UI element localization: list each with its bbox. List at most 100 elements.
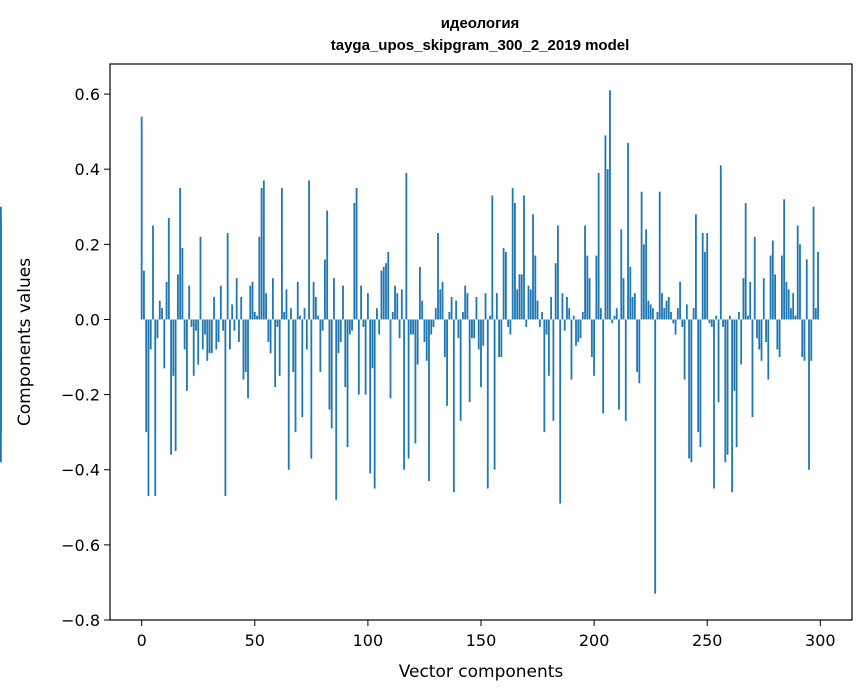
bar-117	[405, 172, 408, 320]
bar-244	[692, 308, 695, 320]
bars-group	[0, 90, 819, 594]
bar-215	[627, 142, 629, 320]
bar-265	[740, 319, 743, 365]
bar-259	[726, 319, 729, 455]
bar-93	[351, 319, 353, 331]
bar-149	[477, 319, 480, 350]
bar-240	[683, 319, 686, 380]
bar-260	[728, 315, 731, 320]
bar-125	[423, 319, 426, 342]
bar-145	[468, 319, 471, 403]
bar-267	[744, 203, 747, 320]
bar-201	[595, 255, 598, 320]
bar-190	[570, 319, 573, 380]
bar-84	[330, 319, 333, 429]
bar-262	[733, 319, 736, 391]
bar-196	[584, 225, 586, 320]
bar-9	[161, 308, 163, 320]
bar-11	[165, 281, 168, 320]
bar-208	[611, 319, 614, 324]
bar-25	[197, 319, 200, 365]
bar-179	[545, 319, 548, 335]
bar-23	[192, 319, 195, 376]
bar-24	[195, 319, 197, 331]
bar-233	[667, 296, 670, 320]
bar-279	[771, 240, 774, 320]
bar-229	[658, 191, 661, 320]
bar-138	[452, 319, 455, 493]
bar-14	[172, 319, 175, 376]
bar-150	[480, 319, 482, 388]
bar-111	[391, 311, 394, 320]
y-tick-label: −0.4	[61, 461, 100, 480]
bar-131	[437, 233, 439, 320]
y-tick-label: −0.2	[61, 386, 100, 405]
bar-282	[778, 319, 781, 358]
bar-87	[337, 319, 340, 354]
bar-184	[557, 225, 559, 320]
bar-292	[801, 319, 804, 358]
bar-97	[360, 285, 363, 320]
bar-241	[685, 304, 688, 320]
bar-220	[638, 319, 641, 384]
bar-114	[398, 319, 401, 339]
bar-65	[287, 319, 290, 470]
bar-135	[446, 319, 448, 406]
bar-46	[244, 319, 247, 373]
bar-44	[240, 296, 243, 320]
bar-127	[428, 319, 430, 481]
bar-154	[489, 315, 491, 320]
bar-48	[249, 285, 252, 320]
bar-105	[378, 319, 381, 335]
y-ticks: −0.8 −0.6 −0.4 −0.2 0.0 0.2 0.4 0.6	[61, 85, 110, 630]
bar-27	[201, 319, 204, 350]
bar-200	[593, 319, 596, 376]
bar-123	[419, 266, 421, 320]
y-tick-label: −0.6	[61, 536, 100, 555]
chart-title-line2: tayga_upos_skipgram_300_2_2019 model	[331, 37, 630, 54]
bar-146	[471, 319, 473, 339]
bar-234	[670, 311, 672, 320]
bar-120	[412, 319, 415, 335]
bar-undefined	[0, 319, 2, 433]
bar-18	[181, 248, 184, 320]
bar-281	[776, 319, 779, 350]
bar-22	[190, 319, 193, 327]
bar-126	[425, 319, 428, 361]
bar-209	[613, 315, 616, 320]
bar-156	[493, 319, 496, 470]
bar-86	[335, 319, 338, 500]
bar-191	[572, 315, 575, 320]
y-tick-label: 0.0	[75, 310, 100, 329]
bar-undefined	[0, 319, 2, 358]
bar-113	[396, 293, 399, 320]
bar-166	[516, 289, 519, 320]
bar-290	[796, 225, 799, 320]
bar-299	[817, 251, 819, 320]
bar-212	[620, 229, 623, 320]
bar-242	[688, 319, 691, 459]
bar-66	[290, 308, 292, 320]
bar-47	[247, 319, 249, 399]
bar-103	[373, 319, 376, 489]
bar-223	[645, 229, 648, 320]
bar-39	[228, 319, 231, 350]
bar-13	[170, 319, 172, 455]
bar-45	[242, 319, 245, 380]
bar-56	[267, 319, 270, 342]
bar-6	[154, 319, 157, 497]
bar-32	[213, 296, 215, 320]
bar-268	[747, 315, 749, 320]
bar-266	[742, 278, 745, 320]
bar-219	[636, 319, 638, 373]
bar-3	[147, 319, 150, 497]
bar-286	[787, 289, 790, 320]
bar-15	[174, 319, 177, 451]
bar-271	[753, 236, 756, 320]
bar-157	[495, 293, 498, 320]
x-tick-label: 150	[466, 631, 497, 650]
bar-235	[672, 319, 675, 324]
bar-69	[296, 281, 299, 320]
bar-252	[710, 319, 713, 327]
bar-29	[206, 319, 209, 361]
